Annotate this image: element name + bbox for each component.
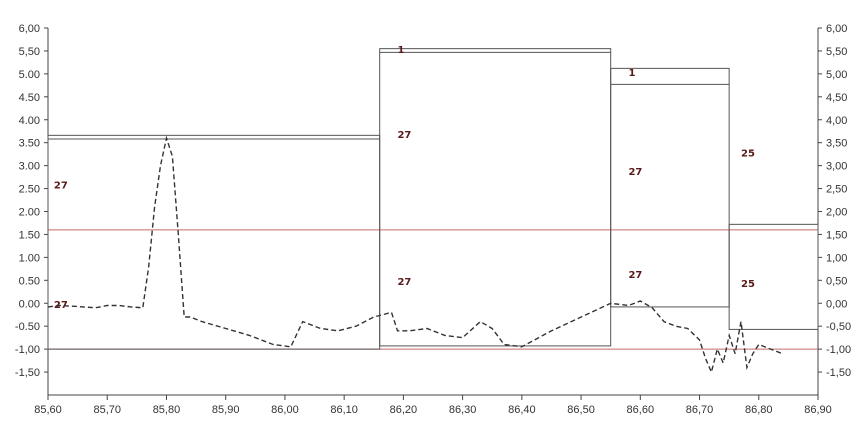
- y-tick-label-right: 1,50: [826, 229, 847, 241]
- y-tick-label-left: 4.00: [19, 115, 40, 127]
- section-label: 27: [628, 270, 642, 281]
- y-tick-label-left: -0.50: [15, 321, 40, 333]
- y-tick-label-right: 1,00: [826, 252, 847, 264]
- series-line: [47, 135, 783, 375]
- section-label: 27: [628, 167, 642, 178]
- x-tick-label: 85,70: [93, 404, 121, 416]
- y-tick-label-left: 3.00: [19, 161, 40, 173]
- y-tick-label-left: 5.00: [19, 69, 40, 81]
- y-tick-label-right: 4,50: [826, 92, 847, 104]
- section-label: 1: [628, 68, 635, 79]
- x-tick-label: 86,60: [627, 404, 655, 416]
- y-tick-label-left: -1,00: [15, 344, 40, 356]
- y-tick-label-left: 1.00: [19, 252, 40, 264]
- x-tick-label: 85,80: [153, 404, 181, 416]
- y-tick-label-left: 0.00: [19, 298, 40, 310]
- x-tick-label: 86,40: [508, 404, 536, 416]
- y-tick-label-right: 3,50: [826, 138, 847, 150]
- section-label: 25: [741, 148, 755, 159]
- section-box: [728, 223, 819, 330]
- x-tick-label: 86,90: [804, 404, 832, 416]
- y-tick-label-left: 5,50: [19, 46, 40, 58]
- section-label: 27: [397, 130, 411, 141]
- y-tick-label-right: 4,00: [826, 115, 847, 127]
- section-box: [379, 48, 612, 347]
- y-tick-label-right: -0,50: [826, 321, 851, 333]
- section-label: 27: [397, 277, 411, 288]
- section-label: 25: [741, 279, 755, 290]
- section-label: 27: [54, 181, 68, 192]
- y-tick-label-right: 5,00: [826, 69, 847, 81]
- y-tick-label-left: -1,50: [15, 367, 40, 379]
- section-box: [610, 67, 730, 308]
- x-tick-label: 86,10: [330, 404, 358, 416]
- y-tick-label-left: 4.50: [19, 92, 40, 104]
- y-tick-label-right: -1,50: [826, 367, 851, 379]
- section-label: 1: [397, 45, 404, 56]
- x-tick-label: 86,50: [567, 404, 595, 416]
- y-tick-label-left: 2.00: [19, 207, 40, 219]
- y-tick-label-left: 3.50: [19, 138, 40, 150]
- y-tick-label-left: 1.50: [19, 229, 40, 241]
- y-tick-label-right: 5,50: [826, 46, 847, 58]
- x-tick-label: 86,80: [745, 404, 773, 416]
- x-tick-label: 86,00: [271, 404, 299, 416]
- y-tick-label-right: -1,00: [826, 344, 851, 356]
- x-tick-label: 85,60: [34, 404, 62, 416]
- y-tick-label-left: 6,00: [19, 23, 40, 35]
- y-tick-label-right: 2,50: [826, 184, 847, 196]
- y-tick-label-right: 0,00: [826, 298, 847, 310]
- y-tick-label-left: 2.50: [19, 184, 40, 196]
- y-tick-label-left: 0.50: [19, 275, 40, 287]
- y-tick-label-right: 2,00: [826, 207, 847, 219]
- x-tick-label: 86,70: [686, 404, 714, 416]
- y-tick-label-right: 0,50: [826, 275, 847, 287]
- x-tick-label: 86,30: [449, 404, 477, 416]
- x-tick-label: 86,20: [390, 404, 418, 416]
- y-tick-label-right: 3,00: [826, 161, 847, 173]
- section-box: [47, 134, 381, 350]
- y-tick-label-right: 6,00: [826, 23, 847, 35]
- x-tick-label: 85,90: [212, 404, 240, 416]
